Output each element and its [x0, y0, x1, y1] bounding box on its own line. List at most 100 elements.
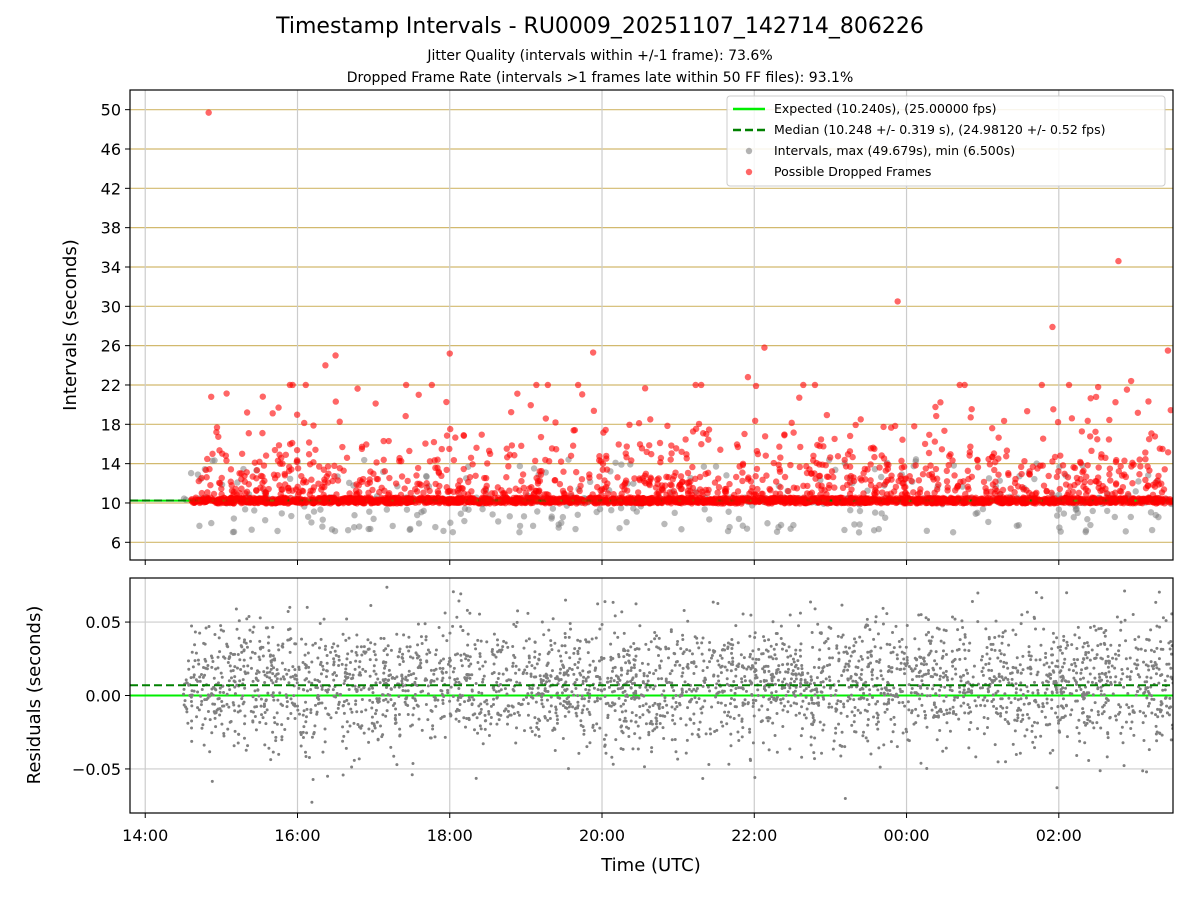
residual-point — [920, 679, 924, 683]
residual-point — [751, 704, 755, 708]
residual-point — [543, 689, 547, 693]
residual-point — [749, 613, 753, 617]
dropped-frame-point — [656, 439, 664, 447]
interval-point — [949, 529, 957, 536]
residual-point — [267, 635, 271, 639]
residual-point — [720, 656, 724, 660]
residual-point — [944, 694, 948, 698]
residual-point — [483, 700, 487, 704]
dropped-frame-point — [937, 399, 944, 406]
residual-point — [849, 654, 853, 658]
residual-point — [779, 701, 783, 705]
residual-point — [753, 635, 757, 639]
dropped-frame-point — [1068, 415, 1076, 422]
dropped-frame-point — [991, 466, 998, 474]
residual-point — [1100, 671, 1104, 675]
dropped-frame-point — [1095, 480, 1103, 487]
residual-point — [360, 710, 364, 714]
dropped-frame-point — [557, 497, 564, 505]
residual-point — [263, 710, 267, 714]
dropped-frame-point — [573, 468, 580, 476]
dropped-frame-point — [759, 476, 766, 484]
dropped-frame-point — [949, 457, 956, 464]
residual-point — [595, 699, 599, 703]
dropped-frame-point — [348, 497, 356, 505]
residual-point — [553, 748, 557, 752]
residual-point — [676, 640, 680, 644]
residual-point — [772, 647, 776, 651]
interval-point — [278, 510, 285, 517]
residual-point — [704, 678, 708, 682]
residual-point — [920, 692, 924, 696]
dropped-frame-point — [689, 463, 696, 471]
residual-point — [767, 638, 771, 642]
dropped-frame-point — [880, 423, 887, 431]
residual-point — [557, 649, 561, 653]
dropped-frame-point — [1055, 468, 1062, 475]
dropped-frame-point — [705, 436, 712, 443]
dropped-frame-point — [733, 473, 740, 481]
dropped-frame-point — [915, 477, 923, 484]
residual-point — [966, 690, 970, 694]
dropped-frame-point — [313, 497, 320, 505]
dropped-frame-point — [1011, 489, 1018, 496]
dropped-frame-point — [785, 487, 792, 495]
dropped-frame-point — [1098, 451, 1105, 458]
residual-point — [186, 721, 190, 725]
residual-point — [193, 630, 197, 634]
interval-point — [985, 518, 992, 526]
dropped-frame-point — [726, 480, 733, 488]
dropped-frame-point — [1128, 463, 1135, 470]
residual-point — [950, 615, 954, 619]
interval-point — [530, 465, 538, 472]
dropped-frame-point — [797, 443, 804, 451]
residual-point — [609, 642, 613, 646]
residual-point — [728, 715, 732, 719]
dropped-frame-point — [288, 466, 295, 473]
dropped-frame-point — [1059, 462, 1067, 469]
residual-point — [852, 698, 856, 702]
residual-point — [297, 667, 301, 671]
residual-point — [1090, 708, 1094, 712]
residual-point — [913, 637, 917, 641]
residual-point — [1055, 691, 1059, 695]
dropped-frame-point — [1084, 462, 1091, 469]
residual-point — [385, 709, 389, 713]
residual-point — [240, 650, 244, 654]
residual-point — [236, 741, 240, 745]
residual-point — [402, 633, 406, 637]
residual-point — [540, 695, 544, 699]
chart-subtitle-dropped: Dropped Frame Rate (intervals >1 frames … — [346, 70, 854, 86]
residual-point — [1157, 681, 1161, 685]
residual-point — [1159, 700, 1163, 704]
interval-point — [678, 526, 685, 533]
dropped-frame-point — [867, 482, 875, 489]
interval-point — [735, 515, 743, 523]
dropped-frame-point — [876, 481, 883, 489]
residual-point — [587, 710, 591, 714]
dropped-frame-point — [1134, 409, 1142, 416]
dropped-frame-point — [1005, 471, 1012, 479]
interval-point — [432, 523, 439, 531]
dropped-frame-point — [596, 473, 603, 480]
residual-point — [190, 739, 194, 743]
residual-point — [1121, 672, 1125, 676]
residual-point — [800, 727, 804, 731]
interval-point — [370, 515, 377, 523]
dropped-frame-point — [1111, 495, 1118, 503]
residual-point — [757, 708, 761, 712]
dropped-frame-point — [761, 433, 769, 440]
residual-point — [1094, 628, 1098, 632]
residual-point — [1126, 691, 1130, 695]
residual-point — [813, 736, 817, 740]
dropped-frame-point — [695, 420, 703, 428]
residual-point — [866, 739, 870, 743]
dropped-frame-point — [861, 465, 869, 473]
interval-point — [447, 519, 454, 526]
dropped-frame-point — [360, 475, 367, 483]
residual-point — [809, 735, 813, 739]
dropped-frame-point — [332, 398, 339, 405]
dropped-frame-point — [848, 486, 855, 493]
dropped-frame-point — [460, 490, 468, 497]
dropped-frame-point — [366, 476, 373, 483]
